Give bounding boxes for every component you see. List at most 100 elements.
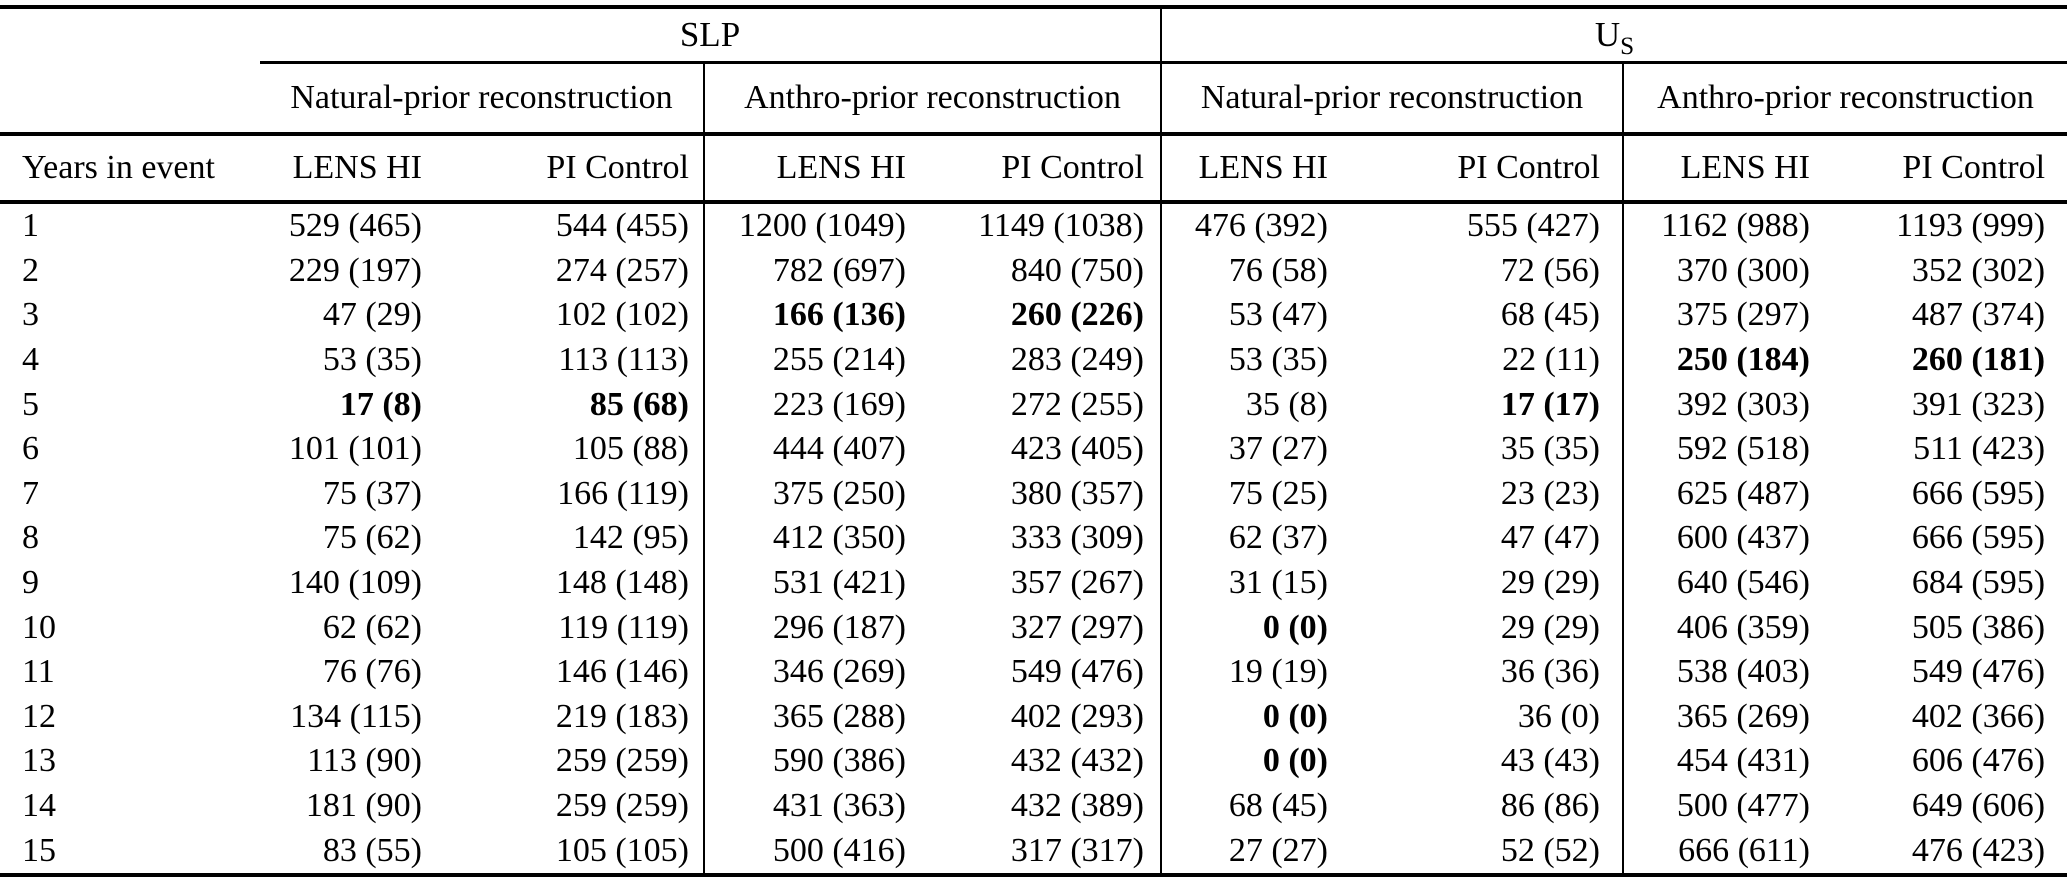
value-cell: 511 (423) bbox=[1913, 430, 2046, 468]
table-row: 5 17 (8) 85 (68) 223 (169) 272 (255) 35 (8) 17… bbox=[0, 382, 2067, 427]
value-cell: 53 (47) bbox=[1160, 293, 1331, 338]
value-cell: 134 (115) bbox=[290, 697, 422, 735]
group-us-natural-prior: Natural-prior reconstruction bbox=[1160, 62, 1623, 136]
year-cell: 7 bbox=[22, 474, 39, 512]
value-cell: 423 (405) bbox=[1010, 430, 1144, 468]
prior-group-header-row: Natural-prior reconstruction Anthro-prio… bbox=[0, 62, 2067, 136]
value-cell: 75 (62) bbox=[322, 519, 422, 557]
value-cell: 476 (392) bbox=[1160, 202, 1331, 249]
value-cell: 640 (546) bbox=[1622, 560, 1813, 606]
years-in-event-header: Years in event bbox=[0, 134, 260, 204]
table-row: 10 62 (62) 119 (119) 296 (187) 327 (297) 0 (0… bbox=[0, 605, 2067, 650]
value-cell: 529 (465) bbox=[288, 207, 422, 245]
value-cell: 101 (101) bbox=[288, 430, 422, 468]
value-cell: 166 (136) bbox=[703, 293, 909, 338]
value-cell: 392 (303) bbox=[1622, 382, 1813, 427]
value-cell: 17 (8) bbox=[339, 385, 422, 423]
col-header-pi-control: PI Control bbox=[1331, 134, 1623, 204]
value-cell: 142 (95) bbox=[572, 519, 689, 557]
corner-spacer bbox=[0, 7, 260, 63]
year-cell: 12 bbox=[22, 697, 56, 735]
value-cell: 148 (148) bbox=[555, 564, 689, 602]
value-cell: 113 (113) bbox=[558, 341, 689, 379]
table-row: 3 47 (29) 102 (102) 166 (136) 260 (226) 53 (4… bbox=[0, 293, 2067, 338]
year-cell: 15 bbox=[22, 831, 56, 869]
value-cell: 666 (595) bbox=[1911, 519, 2046, 557]
value-cell: 35 (8) bbox=[1160, 382, 1331, 427]
value-cell: 649 (606) bbox=[1911, 787, 2046, 825]
value-cell: 86 (86) bbox=[1500, 787, 1600, 825]
value-cell: 17 (17) bbox=[1500, 385, 1600, 423]
value-cell: 53 (35) bbox=[1160, 337, 1331, 383]
table-body: 1 529 (465) 544 (455) 1200 (1049) 1149 (1038… bbox=[0, 202, 2067, 875]
value-cell: 274 (257) bbox=[555, 251, 689, 289]
year-cell: 1 bbox=[22, 207, 39, 245]
value-cell: 29 (29) bbox=[1500, 608, 1600, 646]
value-cell: 625 (487) bbox=[1622, 471, 1813, 517]
value-cell: 505 (386) bbox=[1911, 608, 2046, 646]
value-cell: 85 (68) bbox=[589, 385, 689, 423]
group-us-anthro-prior: Anthro-prior reconstruction bbox=[1621, 62, 2067, 136]
value-cell: 549 (476) bbox=[1010, 653, 1144, 691]
value-cell: 606 (476) bbox=[1911, 742, 2046, 780]
value-cell: 140 (109) bbox=[288, 564, 422, 602]
value-cell: 255 (214) bbox=[703, 337, 909, 383]
value-cell: 365 (288) bbox=[703, 694, 909, 740]
value-cell: 72 (56) bbox=[1500, 251, 1600, 289]
year-cell: 11 bbox=[22, 653, 55, 691]
col-header-pi-control: PI Control bbox=[909, 134, 1161, 204]
value-cell: 223 (169) bbox=[703, 382, 909, 427]
table-row: 1 529 (465) 544 (455) 1200 (1049) 1149 (1038… bbox=[0, 202, 2067, 249]
value-cell: 259 (259) bbox=[555, 742, 689, 780]
value-cell: 260 (181) bbox=[1911, 341, 2046, 379]
value-cell: 27 (27) bbox=[1160, 828, 1331, 875]
value-cell: 166 (119) bbox=[557, 474, 689, 512]
column-header-row: Years in event LENS HI PI Control LENS H… bbox=[0, 134, 2067, 204]
group-spacer bbox=[0, 62, 260, 136]
value-cell: 590 (386) bbox=[703, 739, 909, 784]
value-cell: 47 (29) bbox=[322, 296, 422, 334]
value-cell: 76 (76) bbox=[322, 653, 422, 691]
table-row: 4 53 (35) 113 (113) 255 (214) 283 (249) 53 (3… bbox=[0, 337, 2067, 383]
value-cell: 76 (58) bbox=[1160, 248, 1331, 294]
year-cell: 4 bbox=[22, 341, 39, 379]
col-header-pi-control: PI Control bbox=[425, 134, 704, 204]
value-cell: 555 (427) bbox=[1466, 207, 1600, 245]
value-cell: 538 (403) bbox=[1622, 649, 1813, 695]
table-row: 6 101 (101) 105 (88) 444 (407) 423 (405) 37 (… bbox=[0, 426, 2067, 472]
value-cell: 666 (595) bbox=[1911, 474, 2046, 512]
slp-label: SLP bbox=[679, 15, 741, 54]
value-cell: 0 (0) bbox=[1160, 739, 1331, 784]
group-slp-anthro-prior: Anthro-prior reconstruction bbox=[703, 62, 1161, 136]
year-cell: 8 bbox=[22, 519, 39, 557]
table-row: 14 181 (90) 259 (259) 431 (363) 432 (389) 68 … bbox=[0, 783, 2067, 829]
value-cell: 43 (43) bbox=[1500, 742, 1600, 780]
value-cell: 370 (300) bbox=[1622, 248, 1813, 294]
value-cell: 549 (476) bbox=[1911, 653, 2046, 691]
value-cell: 105 (88) bbox=[572, 430, 689, 468]
value-cell: 250 (184) bbox=[1622, 337, 1813, 383]
value-cell: 432 (432) bbox=[1010, 742, 1144, 780]
value-cell: 105 (105) bbox=[555, 831, 689, 869]
col-header-lens-hi: LENS HI bbox=[1622, 134, 1813, 204]
value-cell: 23 (23) bbox=[1500, 474, 1600, 512]
value-cell: 412 (350) bbox=[703, 516, 909, 561]
value-cell: 68 (45) bbox=[1160, 783, 1331, 829]
value-cell: 600 (437) bbox=[1622, 516, 1813, 561]
table-row: 15 83 (55) 105 (105) 500 (416) 317 (317) 27 (… bbox=[0, 828, 2067, 875]
column-group-slp: SLP bbox=[260, 7, 1161, 64]
value-cell: 500 (416) bbox=[703, 828, 909, 875]
table-row: 2 229 (197) 274 (257) 782 (697) 840 (750) 76 … bbox=[0, 248, 2067, 294]
col-header-lens-hi: LENS HI bbox=[703, 134, 909, 204]
year-cell: 6 bbox=[22, 430, 39, 468]
results-table: SLP US Natural-prior reconstruction Anth… bbox=[0, 5, 2067, 877]
value-cell: 229 (197) bbox=[288, 251, 422, 289]
value-cell: 83 (55) bbox=[322, 831, 422, 869]
value-cell: 272 (255) bbox=[1010, 385, 1144, 423]
value-cell: 402 (366) bbox=[1911, 697, 2046, 735]
value-cell: 260 (226) bbox=[1010, 296, 1144, 334]
value-cell: 1193 (999) bbox=[1896, 207, 2046, 245]
value-cell: 22 (11) bbox=[1502, 341, 1600, 379]
year-cell: 13 bbox=[22, 742, 56, 780]
